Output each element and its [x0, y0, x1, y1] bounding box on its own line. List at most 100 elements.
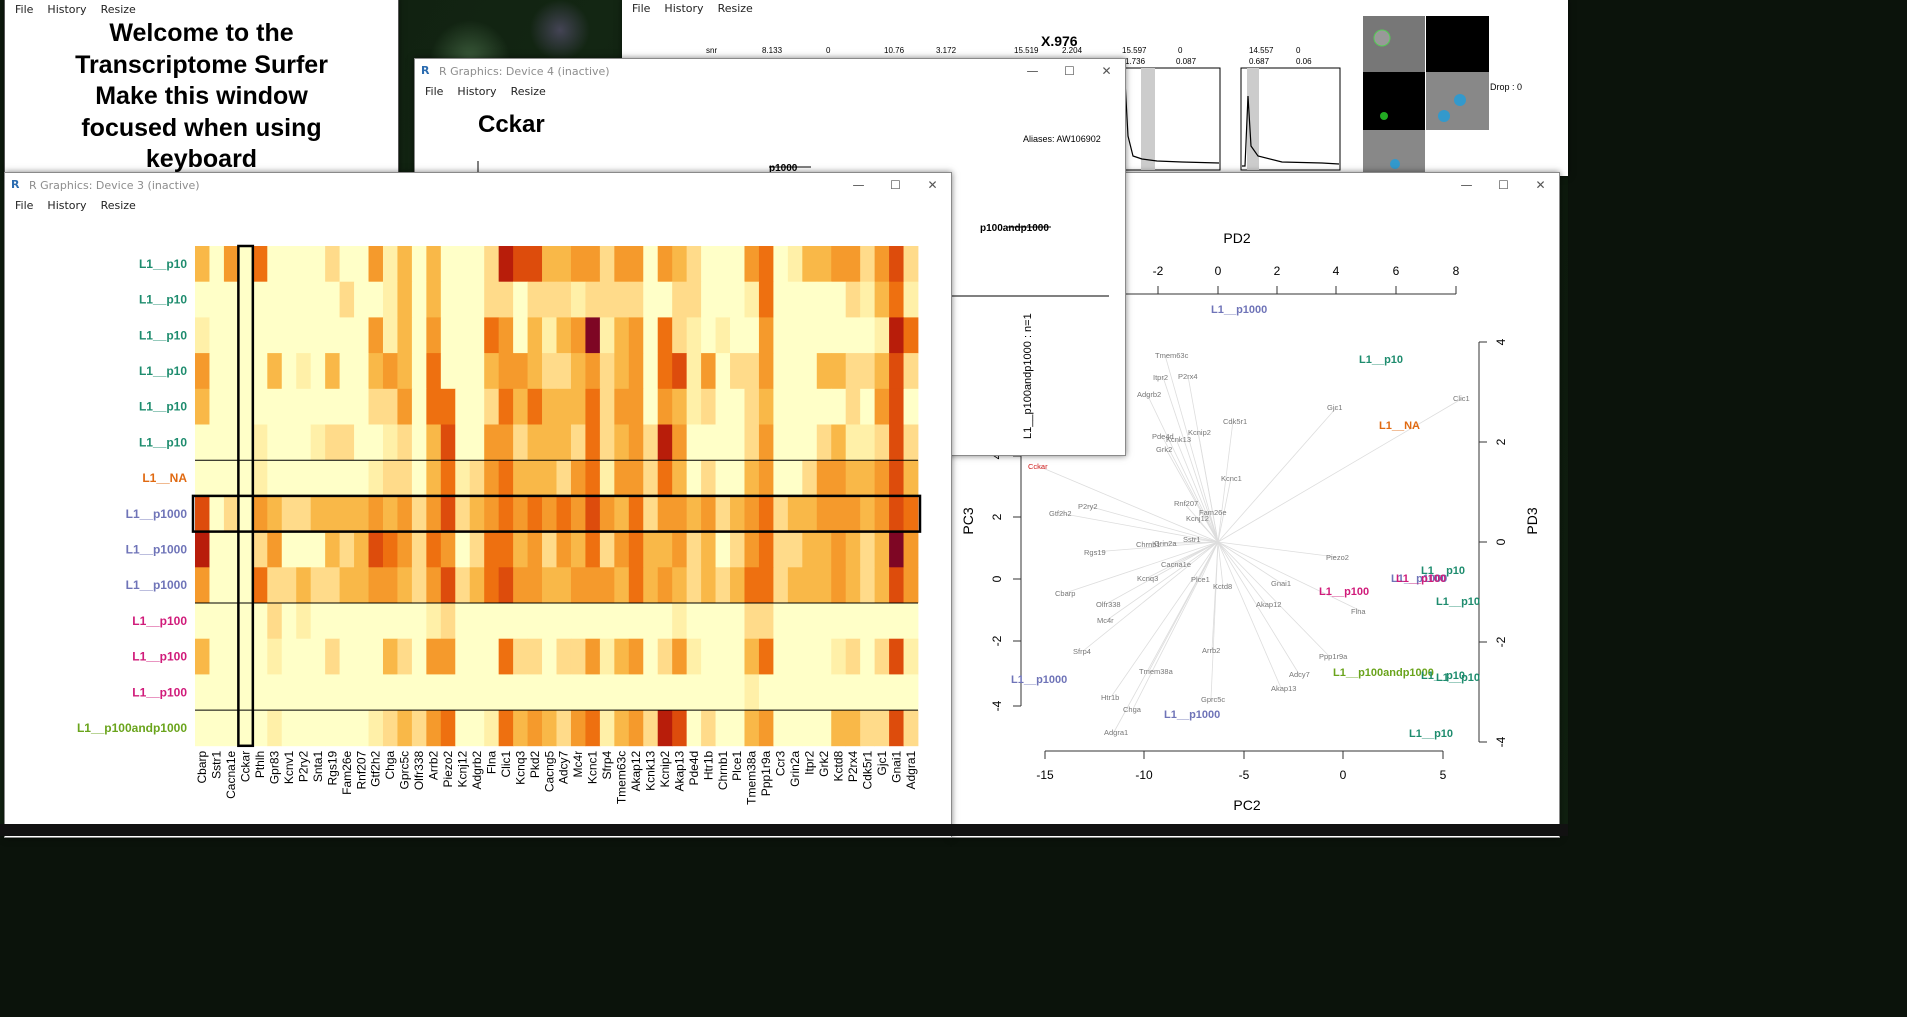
heatmap-cell[interactable] — [643, 281, 659, 318]
sample-point-label[interactable]: L1__p1000 — [1164, 709, 1220, 721]
heatmap-cell[interactable] — [542, 460, 557, 497]
heatmap-cell[interactable] — [296, 460, 312, 497]
heatmap-cell[interactable] — [570, 495, 586, 532]
heatmap-cell[interactable] — [585, 531, 601, 568]
menu-history[interactable]: History — [47, 199, 87, 212]
heatmap-cell[interactable] — [730, 281, 745, 318]
heatmap-cell[interactable] — [397, 388, 413, 425]
gene-loading-label[interactable]: Kcnip2 — [1188, 428, 1211, 437]
heatmap-cell[interactable] — [715, 638, 731, 675]
heatmap-cell[interactable] — [527, 531, 543, 568]
column-label[interactable]: Htr1b — [701, 750, 715, 780]
heatmap-cell[interactable] — [643, 353, 659, 390]
heatmap-cell[interactable] — [845, 495, 861, 532]
heatmap-cell[interactable] — [382, 281, 398, 318]
gene-loading-label[interactable]: Piezo2 — [1326, 553, 1349, 562]
heatmap-cell[interactable] — [440, 710, 456, 747]
heatmap-cell[interactable] — [860, 567, 876, 604]
heatmap-cell[interactable] — [209, 531, 225, 568]
heatmap-cell[interactable] — [787, 531, 803, 568]
heatmap-cell[interactable] — [382, 674, 398, 711]
heatmap-cell[interactable] — [730, 317, 745, 354]
heatmap-cell[interactable] — [469, 531, 485, 568]
heatmap-cell[interactable] — [903, 638, 919, 675]
heatmap-cell[interactable] — [585, 674, 601, 711]
heatmap-cell[interactable] — [570, 246, 586, 283]
pca-window[interactable]: — ☐ ✕ PD2 -2 0 2 4 6 8 -15 -10 -5 0 5 PC2 4 2 0 -2 -4 PC3 4… — [950, 172, 1560, 838]
column-label[interactable]: Fam26e — [340, 750, 354, 794]
heatmap-cell[interactable] — [599, 603, 615, 640]
heatmap-cell[interactable] — [296, 317, 312, 354]
heatmap-cell[interactable] — [599, 353, 615, 390]
column-label[interactable]: Chrnb1 — [716, 750, 730, 790]
heatmap-cell[interactable] — [252, 603, 268, 640]
heatmap-cell[interactable] — [238, 495, 254, 532]
heatmap-cell[interactable] — [599, 317, 615, 354]
heatmap-cell[interactable] — [513, 424, 528, 461]
column-label[interactable]: Gtf2h2 — [369, 750, 383, 786]
heatmap-cell[interactable] — [527, 603, 543, 640]
heatmap-cell[interactable] — [267, 460, 283, 497]
heatmap-cell[interactable] — [556, 424, 572, 461]
heatmap-cell[interactable] — [455, 353, 471, 390]
heatmap-cell[interactable] — [281, 674, 297, 711]
heatmap-cell[interactable] — [195, 531, 210, 568]
heatmap-cell[interactable] — [889, 603, 904, 640]
column-label[interactable]: Adcy7 — [557, 750, 571, 784]
heatmap-cell[interactable] — [889, 353, 904, 390]
heatmap-cell[interactable] — [440, 281, 456, 318]
heatmap-cell[interactable] — [744, 281, 760, 318]
heatmap-cell[interactable] — [686, 246, 702, 283]
heatmap-cell[interactable] — [252, 317, 268, 354]
column-label[interactable]: Itpr2 — [803, 750, 817, 774]
heatmap-cell[interactable] — [469, 460, 485, 497]
menu-history[interactable]: History — [47, 3, 87, 16]
heatmap-cell[interactable] — [628, 674, 644, 711]
heatmap-cell[interactable] — [223, 531, 239, 568]
heatmap-cell[interactable] — [354, 353, 369, 390]
heatmap-cell[interactable] — [455, 638, 471, 675]
heatmap-cell[interactable] — [354, 710, 369, 747]
heatmap-cell[interactable] — [657, 388, 673, 425]
heatmap-cell[interactable] — [903, 495, 919, 532]
heatmap-cell[interactable] — [310, 710, 326, 747]
heatmap-cell[interactable] — [238, 567, 254, 604]
heatmap-cell[interactable] — [325, 281, 340, 318]
gene-loading-label[interactable]: Grin2a — [1154, 539, 1177, 548]
heatmap-cell[interactable] — [382, 531, 398, 568]
column-label[interactable]: Olfr338 — [412, 750, 426, 790]
heatmap-cell[interactable] — [643, 603, 659, 640]
heatmap-cell[interactable] — [281, 531, 297, 568]
sample-point-label[interactable]: L1__p10 — [1421, 670, 1465, 682]
heatmap-cell[interactable] — [730, 495, 745, 532]
heatmap-cell[interactable] — [325, 710, 340, 747]
heatmap-cell[interactable] — [874, 638, 890, 675]
heatmap-cell[interactable] — [599, 531, 615, 568]
heatmap-cell[interactable] — [469, 567, 485, 604]
heatmap-cell[interactable] — [195, 424, 210, 461]
heatmap-cell[interactable] — [238, 638, 254, 675]
heatmap-cell[interactable] — [845, 674, 861, 711]
heatmap-cell[interactable] — [585, 317, 601, 354]
heatmap-cell[interactable] — [903, 388, 919, 425]
heatmap-cell[interactable] — [845, 567, 861, 604]
column-label[interactable]: Tmem63c — [615, 751, 629, 804]
heatmap-cell[interactable] — [354, 460, 369, 497]
gene-loading-label[interactable]: Cdk5r1 — [1223, 417, 1247, 426]
heatmap-cell[interactable] — [628, 246, 644, 283]
gene-loading-label[interactable]: Flna — [1351, 607, 1366, 616]
heatmap-cell[interactable] — [903, 603, 919, 640]
heatmap-cell[interactable] — [845, 460, 861, 497]
heatmap-cell[interactable] — [585, 710, 601, 747]
heatmap-cell[interactable] — [310, 388, 326, 425]
heatmap-cell[interactable] — [860, 710, 876, 747]
column-label[interactable]: Sfrp4 — [600, 750, 614, 779]
heatmap-cell[interactable] — [281, 495, 297, 532]
heatmap-cell[interactable] — [643, 710, 659, 747]
close-button[interactable]: ✕ — [1535, 178, 1546, 192]
heatmap-cell[interactable] — [730, 246, 745, 283]
heatmap-cell[interactable] — [382, 353, 398, 390]
heatmap-cell[interactable] — [542, 567, 557, 604]
heatmap-cell[interactable] — [209, 246, 225, 283]
heatmap-cell[interactable] — [223, 674, 239, 711]
